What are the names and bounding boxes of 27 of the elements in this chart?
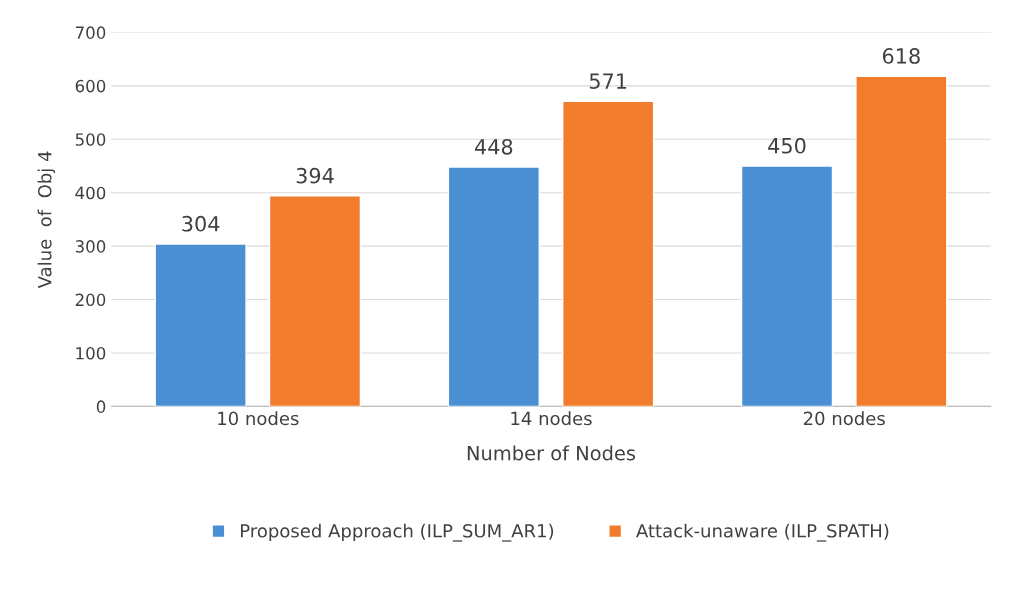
x-tick-label: 20 nodes [803,411,885,426]
y-tick-label: 600 [75,79,106,93]
data-label: 450 [768,137,806,154]
x-tick-label: 10 nodes [218,411,299,426]
y-tick-label: 400 [75,186,106,200]
data-label: 394 [296,167,334,184]
x-tick-label: 14 nodes [511,411,592,426]
y-tick-label: 700 [75,26,106,39]
data-label: 304 [182,215,220,232]
y-tick-label: 300 [75,240,106,253]
legend-label: Attack-unaware (ILP_SPATH) [636,523,889,542]
y-tick-label: 200 [75,293,106,307]
data-label: 618 [882,48,920,64]
data-label: 571 [589,73,627,89]
y-axis-title: Value of Obj 4 [37,151,56,289]
y-tick-label: 100 [76,346,106,360]
bar [855,75,948,407]
bar [740,165,834,407]
y-tick-label: 500 [75,133,106,146]
x-axis-title: Number of Nodes [467,445,636,461]
data-label: 448 [474,138,513,155]
bar [447,166,540,407]
bar [562,100,655,407]
bar [154,243,247,407]
bar [268,195,362,407]
y-tick-label: 0 [96,400,106,413]
legend-label: Proposed Approach (ILP_SUM_AR1) [240,523,554,542]
